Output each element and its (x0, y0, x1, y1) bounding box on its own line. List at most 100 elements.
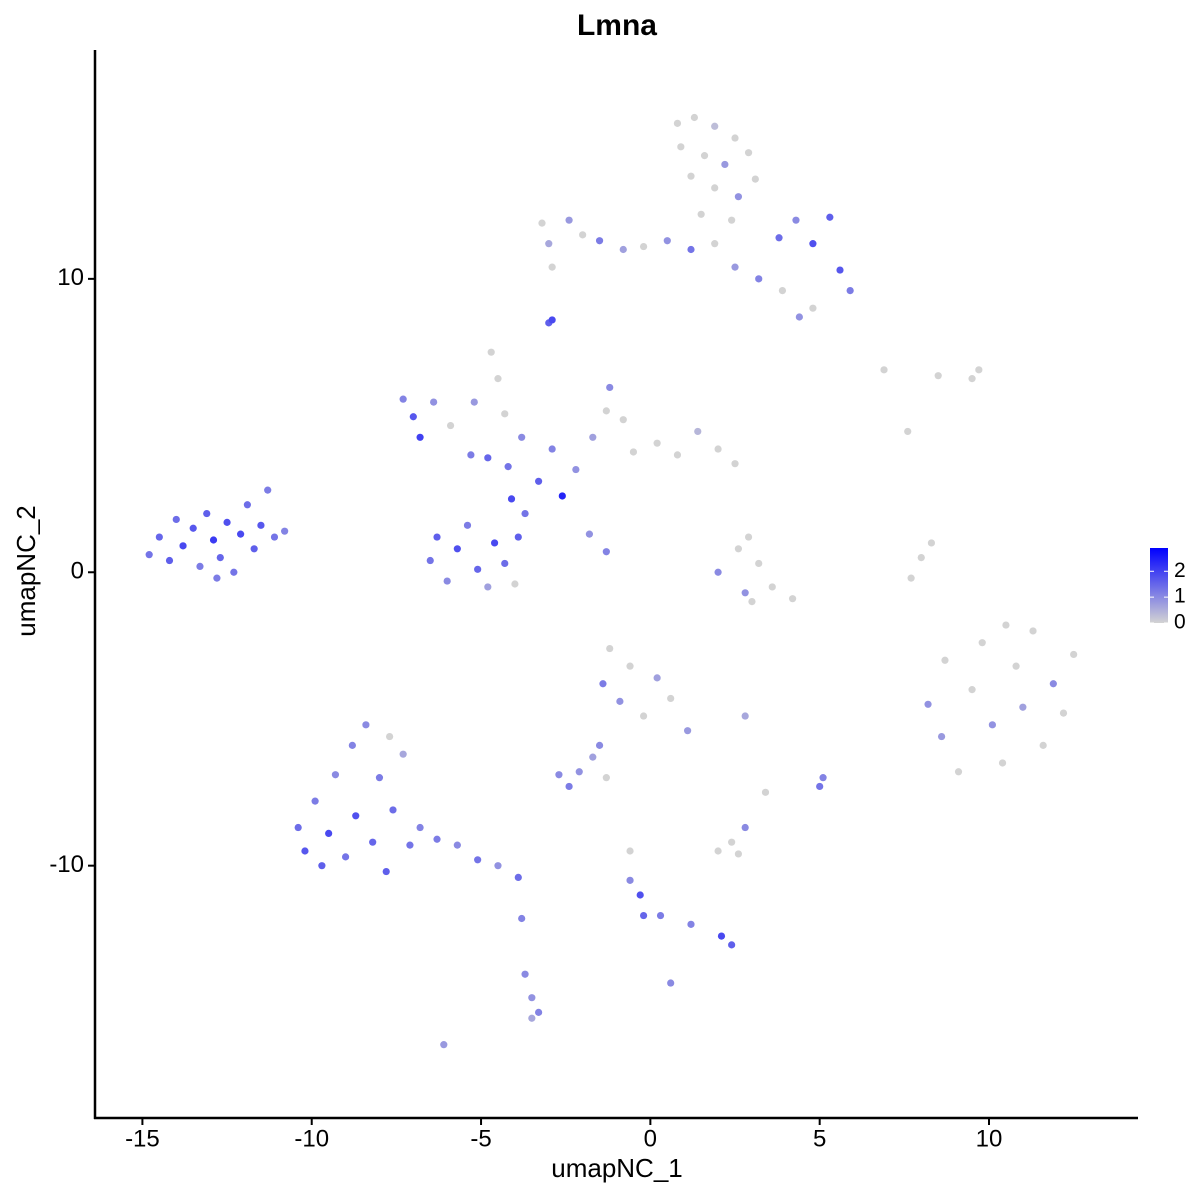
point (1049, 680, 1057, 688)
point (1002, 621, 1010, 629)
point (165, 556, 174, 565)
point (731, 263, 739, 271)
point (616, 697, 624, 705)
point (565, 216, 573, 224)
point (619, 245, 627, 254)
point (270, 533, 279, 541)
point (504, 463, 512, 471)
point (734, 850, 743, 858)
point (243, 501, 251, 509)
point (545, 240, 553, 248)
point (714, 847, 722, 855)
point (474, 856, 482, 864)
point (433, 533, 441, 541)
point (809, 304, 817, 312)
point (203, 509, 211, 518)
point (639, 242, 648, 251)
point (673, 119, 682, 127)
point (690, 113, 698, 122)
point (636, 891, 644, 899)
colorbar (1150, 548, 1168, 623)
point (470, 398, 478, 406)
point (487, 348, 495, 356)
point (846, 286, 854, 295)
point (237, 530, 245, 538)
point (711, 184, 719, 192)
point (416, 823, 424, 832)
y-tick-label: 0 (71, 558, 84, 585)
point (734, 193, 743, 201)
point (1029, 627, 1037, 635)
point (687, 172, 695, 180)
point (585, 530, 594, 538)
point (595, 741, 604, 749)
point (446, 421, 455, 430)
point (1070, 650, 1078, 659)
point (535, 1008, 543, 1016)
point (717, 932, 726, 940)
point (778, 286, 787, 295)
point (927, 539, 936, 547)
point (521, 970, 529, 978)
point (744, 149, 753, 157)
point (294, 823, 302, 832)
point (416, 433, 424, 441)
colorbar-tick-label: 2 (1174, 559, 1186, 582)
point (518, 433, 526, 441)
point (968, 686, 976, 694)
point (663, 237, 671, 245)
point (463, 521, 472, 529)
point (626, 876, 634, 884)
point (443, 577, 451, 585)
point (761, 788, 770, 796)
point (792, 216, 800, 224)
point (755, 559, 763, 568)
point (494, 375, 502, 383)
point (728, 838, 736, 846)
point (145, 551, 153, 559)
point (1012, 662, 1020, 670)
point (934, 372, 942, 380)
point (741, 823, 749, 832)
point (656, 911, 665, 920)
x-tick-label: -15 (125, 1125, 160, 1152)
point (386, 732, 394, 741)
point (230, 568, 238, 576)
point (467, 451, 475, 459)
point (213, 574, 221, 582)
point (528, 1014, 536, 1022)
point (816, 782, 824, 791)
point (331, 771, 340, 779)
point (721, 160, 729, 169)
point (352, 812, 360, 820)
point (1039, 741, 1047, 749)
point (826, 213, 834, 221)
point (430, 398, 438, 406)
point (697, 210, 705, 218)
x-tick-label: -10 (294, 1125, 329, 1152)
point (714, 568, 722, 576)
point (511, 580, 519, 588)
point (514, 873, 522, 882)
point (595, 237, 604, 245)
point (968, 375, 976, 383)
point (426, 556, 434, 565)
point (399, 750, 407, 758)
point (741, 589, 749, 597)
point (216, 553, 224, 562)
point (348, 741, 356, 749)
point (155, 533, 163, 541)
point (257, 521, 265, 529)
point (975, 366, 983, 374)
point (629, 448, 638, 456)
point (453, 841, 461, 849)
point (521, 509, 529, 518)
point (667, 694, 675, 703)
y-tick-label: 10 (57, 264, 84, 291)
point (924, 700, 932, 708)
point (528, 994, 536, 1002)
point (988, 721, 996, 729)
point (954, 768, 963, 776)
point (744, 533, 753, 541)
